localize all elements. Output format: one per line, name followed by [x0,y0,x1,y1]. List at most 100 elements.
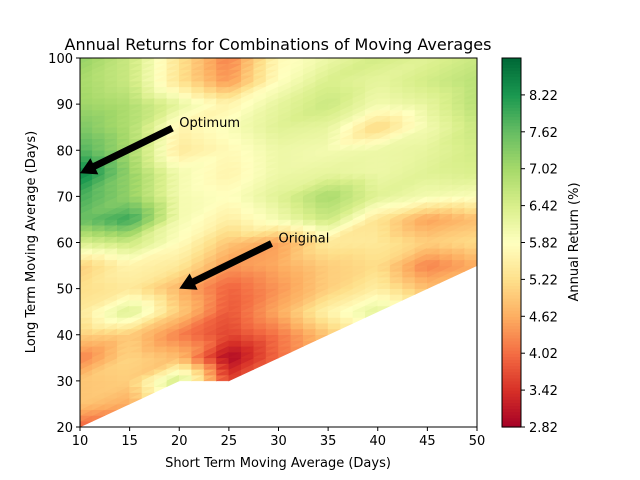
contour-cell [352,317,366,324]
colorbar-segment [502,365,521,370]
colorbar-segment [502,260,521,265]
contour-cell [104,409,118,416]
chart-title: Annual Returns for Combinations of Movin… [65,35,492,54]
colorbar-segment [502,242,521,247]
colorbar-tick-label: 7.02 [529,163,558,178]
colorbar-segment [502,193,521,197]
colorbar-segment [502,150,521,154]
colorbar-segment [502,276,521,280]
colorbar-segment [502,343,521,348]
colorbar-segment [502,177,521,182]
colorbar-segment [502,248,521,253]
colorbar-segment [502,110,521,114]
colorbar-segment [502,356,521,360]
colorbar-segment [502,190,521,194]
colorbar-segment [502,411,521,416]
colorbar-segment [502,319,521,324]
y-tick-label: 60 [56,237,73,252]
colorbar-segment [502,239,521,244]
colorbar-segment [502,331,521,336]
colorbar-segment [502,368,521,373]
x-tick-label: 40 [369,434,386,449]
y-tick-label: 50 [56,283,73,298]
contour-fill [79,57,478,428]
colorbar-segment [502,267,521,271]
y-axis-label: Long Term Moving Average (Days) [24,131,39,353]
colorbar-segment [502,64,521,68]
x-tick-label: 35 [320,434,337,449]
colorbar-segment [502,211,521,216]
colorbar-segment [502,402,521,407]
colorbar-segment [502,396,521,400]
colorbar-segment [502,88,521,93]
colorbar-segment [502,230,521,234]
colorbar-segment [502,340,521,345]
annotation-arrow [80,125,174,175]
colorbar-segment [502,347,521,351]
colorbar-segment [502,156,521,161]
annotation-label: Original [279,232,330,247]
colorbar-segment [502,122,521,127]
colorbar-segment [502,58,521,62]
colorbar-segment [502,316,521,320]
colorbar-segment [502,113,521,118]
contour-cell [464,265,478,272]
colorbar-segment [502,165,521,170]
colorbar-segment [502,144,521,148]
colorbar-segment [502,337,521,342]
colorbar-segment [502,159,521,164]
colorbar-segment [502,270,521,274]
colorbar-segment [502,224,521,228]
contour-cell [315,334,329,341]
colorbar-tick-label: 5.82 [529,237,558,252]
colorbar-segment [502,97,521,102]
colorbar-segment [502,227,521,231]
colorbar-tick-label: 4.62 [529,310,558,325]
colorbar-segment [502,322,521,327]
x-tick-label: 10 [72,434,89,449]
colorbar-segment [502,304,521,308]
contour-cell [290,345,304,353]
contour-cell [141,392,155,399]
colorbar-segment [502,387,521,391]
contour-cell [303,340,316,347]
colorbar-segment [502,279,521,284]
annotations: Optimum Original [80,116,329,290]
colorbar-segment [502,73,521,78]
colorbar-tick-label: 5.22 [529,273,558,288]
x-tick-label: 20 [171,434,188,449]
colorbar-segment [502,70,521,74]
contour-cell [278,351,292,359]
x-tick-label: 45 [419,434,436,449]
colorbar-segment [502,362,521,367]
contour-cell [92,415,105,422]
colorbar-segment [502,141,521,145]
colorbar-segment [502,94,521,99]
contour-cell [365,311,378,318]
colorbar-segment [502,420,521,425]
colorbar-segment [502,399,521,403]
colorbar-tick-label: 8.22 [529,89,558,104]
contour-cell [427,282,440,290]
colorbar-segment [502,116,521,121]
colorbar-segment [502,334,521,339]
colorbar-segment [502,377,521,382]
colorbar-segment [502,390,521,394]
colorbar-segment [502,208,521,213]
colorbar-segment [502,353,521,357]
contour-cell [402,294,416,301]
colorbar-segment [502,214,521,219]
colorbar-label: Annual Return (%) [567,182,582,301]
y-tick-label: 90 [56,98,73,113]
colorbar-segment [502,82,521,87]
colorbar-segment [502,134,521,139]
colorbar-segment [502,91,521,96]
colorbar-segment [502,101,521,105]
colorbar-segment [502,61,521,65]
colorbar-segment [502,199,521,204]
colorbar-segment [502,128,521,133]
colorbar-segment [502,371,521,376]
colorbar-segment [502,374,521,379]
y-tick-label: 40 [56,329,73,344]
colorbar-segment [502,107,521,111]
